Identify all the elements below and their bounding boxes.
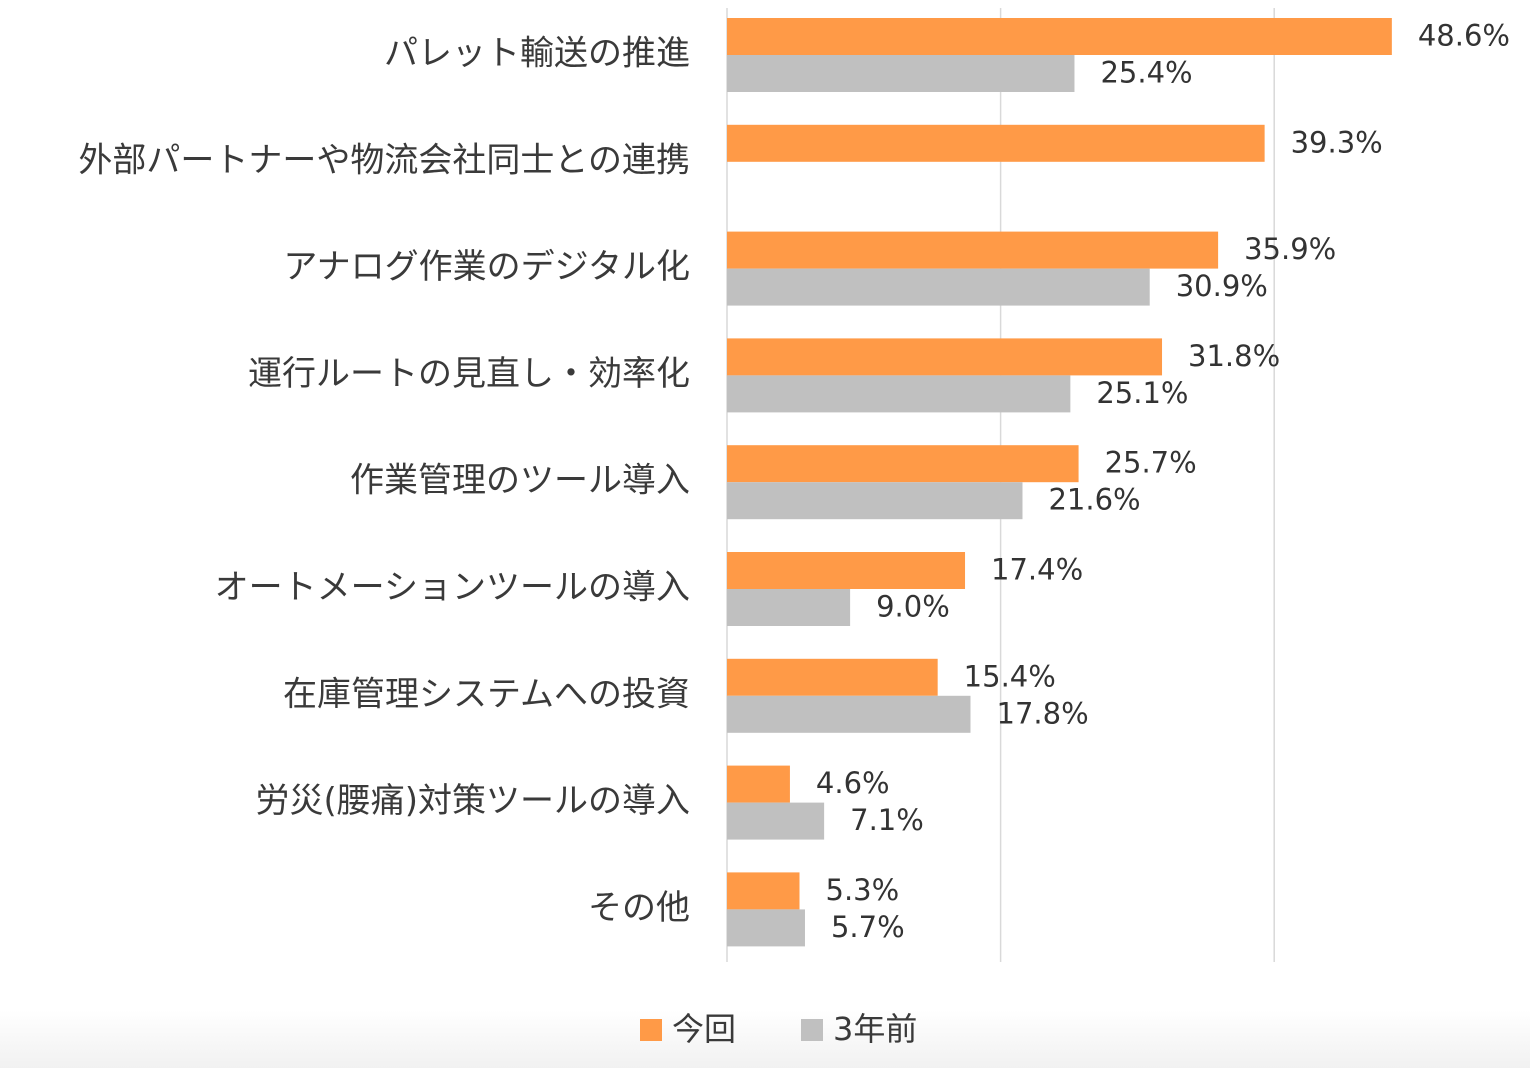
value-label-current-3: 31.8%	[1188, 339, 1280, 373]
category-label-3: 運行ルートの見直し・効率化	[248, 354, 690, 394]
bar-current-6	[727, 658, 938, 696]
value-label-three-years-ago-7: 7.1%	[850, 803, 924, 837]
bar-three-years-ago-7	[727, 802, 825, 840]
category-label-4: 作業管理のツール導入	[350, 461, 690, 501]
category-label-2: アナログ作業のデジタル化	[283, 247, 690, 287]
bars	[727, 18, 1392, 947]
value-label-three-years-ago-8: 5.7%	[831, 910, 905, 944]
legend-label-current: 今回	[672, 1010, 736, 1048]
bar-current-0	[727, 18, 1392, 55]
bar-three-years-ago-6	[727, 695, 971, 733]
bar-current-2	[727, 231, 1219, 269]
category-label-8: その他	[588, 888, 690, 928]
value-label-three-years-ago-0: 25.4%	[1100, 56, 1192, 90]
category-label-7: 労災(腰痛)対策ツールの導入	[255, 781, 690, 821]
bar-three-years-ago-2	[727, 268, 1150, 306]
legend-label-three-years-ago: 3年前	[833, 1010, 917, 1048]
category-label-1: 外部パートナーや物流会社同士との連携	[78, 140, 690, 180]
bar-current-3	[727, 338, 1163, 376]
category-labels: パレット輸送の推進外部パートナーや物流会社同士との連携アナログ作業のデジタル化運…	[78, 34, 690, 928]
bar-current-5	[727, 552, 966, 589]
bar-three-years-ago-5	[727, 589, 851, 626]
bar-current-1	[727, 124, 1265, 162]
legend-swatch-current	[640, 1019, 662, 1041]
value-labels: 48.6% 25.4% 39.3% 35.9%30.9% 31.8%25.1% 25.7%…	[816, 19, 1510, 944]
legend: 今回 3年前	[640, 1010, 917, 1048]
value-label-current-7: 4.6%	[816, 766, 890, 800]
bar-three-years-ago-3	[727, 375, 1071, 413]
value-label-current-8: 5.3%	[826, 873, 900, 907]
value-label-three-years-ago-6: 17.8%	[997, 696, 1089, 730]
value-label-current-5: 17.4%	[991, 553, 1083, 587]
value-label-three-years-ago-5: 9.0%	[876, 590, 950, 624]
value-label-three-years-ago-3: 25.1%	[1096, 376, 1188, 410]
bar-current-4	[727, 445, 1079, 483]
bar-three-years-ago-8	[727, 909, 805, 947]
category-label-6: 在庫管理システムへの投資	[283, 674, 690, 714]
value-label-current-4: 25.7%	[1105, 446, 1197, 480]
bar-three-years-ago-4	[727, 482, 1023, 520]
value-label-current-0: 48.6%	[1418, 19, 1510, 53]
bar-current-7	[727, 765, 790, 803]
category-label-0: パレット輸送の推進	[384, 34, 690, 74]
value-label-current-1: 39.3%	[1291, 125, 1383, 159]
value-label-three-years-ago-4: 21.6%	[1048, 483, 1140, 517]
legend-swatch-three-years-ago	[801, 1019, 823, 1041]
category-label-5: オートメーションツールの導入	[215, 568, 690, 608]
value-label-three-years-ago-2: 30.9%	[1176, 269, 1268, 303]
value-label-current-2: 35.9%	[1244, 232, 1336, 266]
value-label-current-6: 15.4%	[964, 659, 1056, 693]
bar-current-8	[727, 872, 800, 910]
bar-three-years-ago-0	[727, 55, 1075, 92]
